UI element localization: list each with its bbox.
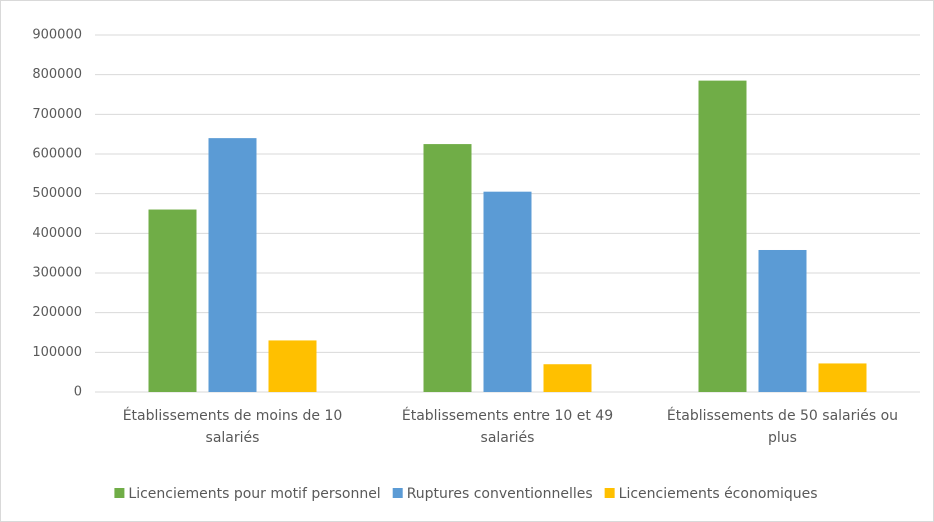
y-tick-label: 100000 xyxy=(32,345,82,360)
y-tick-label: 0 xyxy=(74,385,82,400)
legend-swatch xyxy=(604,488,615,498)
legend-label: Licenciements pour motif personnel xyxy=(128,486,380,502)
legend-swatch xyxy=(114,488,125,498)
bar xyxy=(423,144,472,392)
y-tick-label: 400000 xyxy=(32,226,82,241)
y-tick-label: 800000 xyxy=(32,67,82,82)
y-tick-label: 500000 xyxy=(32,186,82,201)
y-tick-label: 700000 xyxy=(32,107,82,122)
legend-label: Ruptures conventionnelles xyxy=(407,486,593,502)
bar xyxy=(543,364,592,392)
bar xyxy=(268,340,317,392)
bar xyxy=(698,80,747,392)
x-tick-label: Établissements de moins de 10 salariés xyxy=(122,408,343,446)
y-tick-label: 900000 xyxy=(32,28,82,43)
legend-swatch xyxy=(392,488,403,498)
x-tick-label: Établissements entre 10 et 49 salariés xyxy=(401,408,614,446)
x-tick-label: Établissements de 50 salariés ou plus xyxy=(666,408,899,446)
bar xyxy=(483,191,532,392)
bar xyxy=(758,249,807,392)
y-tick-label: 600000 xyxy=(32,147,82,162)
y-tick-label: 200000 xyxy=(32,305,82,320)
y-tick-label: 300000 xyxy=(32,266,82,281)
legend-label: Licenciements économiques xyxy=(619,486,818,502)
bar xyxy=(148,209,197,392)
bar xyxy=(818,363,867,392)
bar xyxy=(208,138,257,392)
